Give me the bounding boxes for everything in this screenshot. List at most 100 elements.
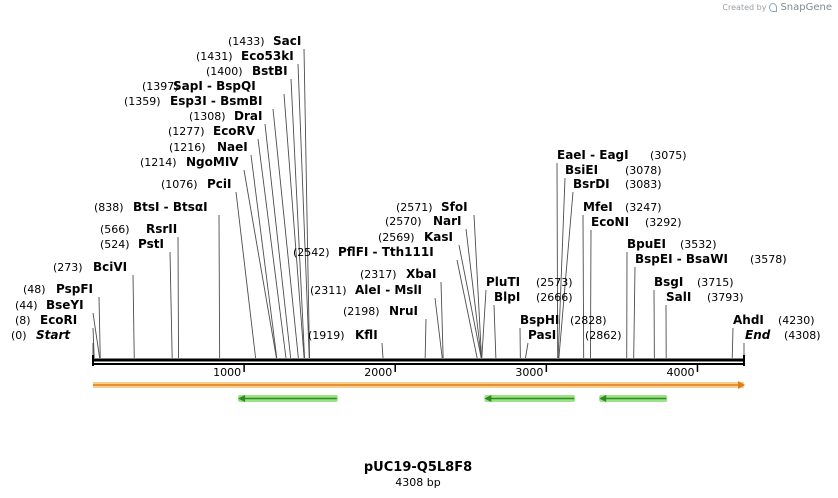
site-position: (0) <box>11 329 27 342</box>
site-leader-line <box>243 169 277 359</box>
enzyme-primary-name: RsrII <box>146 222 177 236</box>
enzyme-name[interactable]: BlpI <box>494 290 520 304</box>
enzyme-name[interactable]: PspFI <box>56 282 93 296</box>
enzyme-name[interactable]: KasI <box>424 230 453 244</box>
site-leader-line <box>590 229 592 359</box>
site-position: (1308) <box>189 110 226 123</box>
enzyme-name[interactable]: EcoRV <box>213 124 256 138</box>
enzyme-name[interactable]: XbaI <box>406 267 436 281</box>
enzyme-name[interactable]: EaeI - EagI <box>557 148 629 162</box>
enzyme-primary-name: PluTI <box>486 275 520 289</box>
enzyme-name[interactable]: NgoMIV <box>186 155 239 169</box>
enzyme-name[interactable]: EcoRI <box>40 313 77 327</box>
enzyme-name[interactable]: KflI <box>355 328 378 342</box>
site-position: (524) <box>100 238 130 251</box>
enzyme-name[interactable]: AleI - MslI <box>355 283 422 297</box>
site-leader-line <box>557 177 566 359</box>
feature-track <box>93 381 745 402</box>
enzyme-name[interactable]: PflFI - Tth111I <box>338 245 434 259</box>
enzyme-name[interactable]: PciI <box>207 177 232 191</box>
enzyme-primary-name: EcoNI <box>591 215 629 229</box>
site-position: (1400) <box>206 65 243 78</box>
site-leader-line <box>218 214 221 359</box>
site-position: (2862) <box>585 329 622 342</box>
enzyme-primary-name: PspFI <box>56 282 93 296</box>
site-leader-line <box>481 289 487 359</box>
enzyme-second-name: BtsαI <box>173 200 208 214</box>
enzyme-second-name: BspQI <box>216 79 256 93</box>
enzyme-name[interactable]: BseYI <box>46 298 84 312</box>
enzyme-primary-name: EaeI <box>557 148 586 162</box>
enzyme-name[interactable]: DraI <box>234 109 262 123</box>
enzyme-primary-name: NgoMIV <box>186 155 239 169</box>
site-leader-lines <box>92 48 745 359</box>
enzyme-name[interactable]: SalI <box>666 290 691 304</box>
enzyme-name[interactable]: Start <box>36 328 71 342</box>
enzyme-name[interactable]: SapI - BspQI <box>173 79 256 93</box>
map-length: 4308 bp <box>395 476 440 489</box>
enzyme-name[interactable]: BsrDI <box>573 177 610 191</box>
enzyme-name[interactable]: MfeI <box>583 200 613 214</box>
enzyme-name[interactable]: PluTI <box>486 275 520 289</box>
enzyme-primary-name: EcoRV <box>213 124 256 138</box>
enzyme-primary-name: AleI <box>355 283 381 297</box>
enzyme-second-name: EagI <box>599 148 628 162</box>
site-leader-line <box>92 327 95 359</box>
site-position: (2569) <box>378 231 415 244</box>
site-leader-line <box>250 154 278 359</box>
enzyme-name[interactable]: BspEI - BsaWI <box>635 252 728 266</box>
site-leader-line <box>558 191 574 359</box>
enzyme-primary-name: MfeI <box>583 200 613 214</box>
site-position: (2317) <box>360 268 397 281</box>
enzyme-name[interactable]: EcoNI <box>591 215 629 229</box>
enzyme-name[interactable]: BsiEI <box>565 163 598 177</box>
site-leader-line <box>458 244 482 359</box>
reverse-arrow-icon <box>484 395 492 402</box>
site-leader-line <box>473 214 482 359</box>
enzyme-name[interactable]: SfoI <box>441 200 468 214</box>
enzyme-name[interactable]: RsrII <box>146 222 177 236</box>
scale-tick-label: 4000 <box>666 366 694 379</box>
enzyme-name[interactable]: NaeI <box>217 140 248 154</box>
site-position: (3247) <box>625 201 662 214</box>
enzyme-name[interactable]: BciVI <box>93 260 127 274</box>
enzyme-name[interactable]: End <box>745 328 771 342</box>
site-position: (3083) <box>625 178 662 191</box>
enzyme-name[interactable]: BpuEI <box>627 237 666 251</box>
reverse-arrow-icon <box>238 395 246 402</box>
enzyme-primary-name: NaeI <box>217 140 248 154</box>
enzyme-name[interactable]: NruI <box>389 304 418 318</box>
site-leader-line <box>98 296 101 359</box>
site-position: (1397) <box>142 80 179 93</box>
enzyme-name[interactable]: Eco53kI <box>241 49 294 63</box>
enzyme-primary-name: End <box>745 328 771 342</box>
enzyme-second-name: Tth111I <box>382 245 434 259</box>
enzyme-name[interactable]: BstBI <box>252 64 288 78</box>
enzyme-primary-name: NarI <box>433 214 462 228</box>
site-leader-line <box>556 162 559 359</box>
site-leader-line <box>283 93 305 359</box>
enzyme-primary-name: PflFI <box>338 245 368 259</box>
site-position: (1216) <box>169 141 206 154</box>
enzyme-name[interactable]: BspHI <box>520 313 559 327</box>
enzyme-name[interactable]: BsgI <box>654 275 683 289</box>
enzyme-name[interactable]: Esp3I - BsmBI <box>170 94 263 108</box>
site-leader-line <box>177 236 179 359</box>
enzyme-name[interactable]: PasI <box>528 328 556 342</box>
site-position: (2573) <box>536 276 573 289</box>
site-leader-line <box>440 281 444 359</box>
enzyme-name[interactable]: SacI <box>273 34 301 48</box>
enzyme-name[interactable]: NarI <box>433 214 462 228</box>
enzyme-name[interactable]: BtsI - BtsαI <box>133 200 208 214</box>
brand-name: SnapGene <box>780 2 832 13</box>
dna-backbone <box>92 355 745 366</box>
enzyme-name[interactable]: AhdI <box>733 313 764 327</box>
enzyme-name[interactable]: PstI <box>138 237 164 251</box>
enzyme-primary-name: BlpI <box>494 290 520 304</box>
enzyme-separator: - <box>586 148 599 162</box>
snapgene-logo-icon <box>769 3 778 12</box>
site-leader-line <box>731 327 734 359</box>
site-position: (3078) <box>625 164 662 177</box>
site-position: (4230) <box>778 314 815 327</box>
enzyme-primary-name: Start <box>36 328 71 342</box>
